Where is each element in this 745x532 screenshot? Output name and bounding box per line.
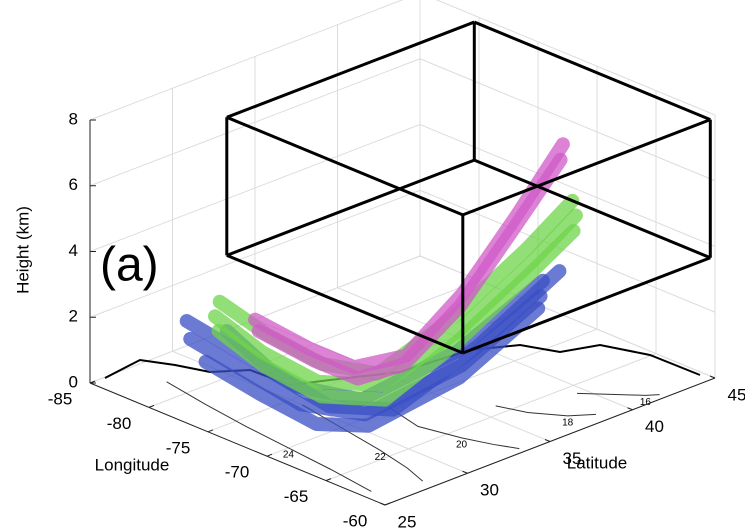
panel-label: (a) (100, 239, 159, 292)
x-tick-label: -75 (166, 438, 191, 457)
x-tick-label: -60 (343, 511, 368, 530)
contour-line (496, 406, 596, 416)
chart: 2422201816 02468-85-80-75-70-65-60253035… (0, 0, 745, 532)
trajectories (187, 144, 576, 425)
y-tick (545, 440, 550, 442)
box-edge (474, 22, 710, 120)
x-tick (326, 479, 331, 481)
contour-label: 20 (456, 439, 468, 450)
y-tick (380, 503, 385, 505)
contour-label: 18 (562, 418, 574, 429)
y-tick-label: 30 (480, 481, 499, 500)
x-tick-label: -70 (225, 463, 250, 482)
y-tick (710, 376, 715, 378)
y-tick (628, 408, 633, 410)
x-tick (208, 430, 213, 432)
y-tick (463, 471, 468, 473)
box-edge (463, 120, 711, 215)
y-tick-label: 45 (728, 385, 745, 404)
x-tick-label: -80 (107, 414, 132, 433)
x-tick (385, 503, 390, 505)
contour-label: 22 (375, 452, 387, 463)
x-tick (267, 454, 272, 456)
y-tick-label: 40 (645, 417, 664, 436)
z-axis-label: Height (km) (13, 206, 32, 294)
y-tick-label: 25 (398, 512, 417, 531)
contour-line (577, 393, 660, 395)
x-tick (149, 405, 154, 407)
x-tick-label: -65 (284, 487, 309, 506)
x-tick-label: -85 (48, 389, 73, 408)
box-edge (227, 22, 474, 117)
z-tick-label: 2 (69, 307, 78, 326)
z-tick-label: 4 (69, 241, 78, 260)
y-axis-label: Latitude (567, 453, 628, 472)
z-tick-label: 8 (69, 109, 78, 128)
z-tick-label: 6 (69, 175, 78, 194)
contour-label: 24 (283, 450, 295, 461)
grid-line (420, 0, 715, 115)
grid (90, 0, 715, 505)
x-axis-label: Longitude (95, 455, 170, 474)
box-edge (227, 117, 463, 215)
box-edge (227, 160, 474, 255)
